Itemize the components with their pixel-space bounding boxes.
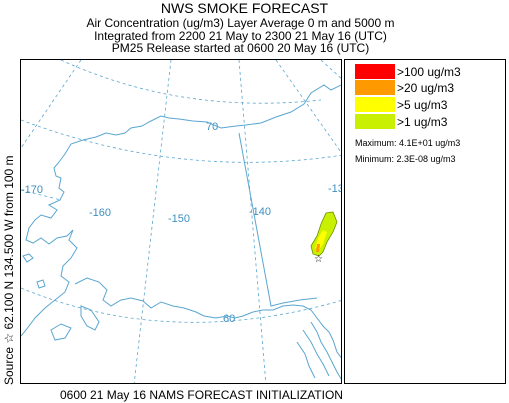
source-star-icon: ☆ [314, 254, 323, 265]
minimum-value: Minimum: 2.3E-08 ug/m3 [355, 154, 456, 164]
legend-label-100: >100 ug/m3 [397, 65, 461, 79]
source-location-label: Source ☆ 62.100 N 134.500 W from 100 m [2, 155, 16, 385]
alaska-canada-border [238, 132, 318, 307]
source-label-wrapper: Source ☆ 62.100 N 134.500 W from 100 m [0, 0, 20, 403]
graticule [21, 60, 341, 383]
legend-label-5: >5 ug/m3 [397, 98, 448, 112]
legend-panel: >100 ug/m3 >20 ug/m3 >5 ug/m3 >1 ug/m3 M… [344, 59, 506, 384]
integration-period: Integrated from 2200 21 May to 2300 21 M… [94, 29, 387, 43]
alaska-coastline [21, 84, 341, 337]
maximum-value: Maximum: 4.1E+01 ug/m3 [355, 138, 461, 148]
lon-label-160: -160 [89, 207, 111, 219]
grid-labels: -170 -160 -150 -140 -130 70 60 [21, 121, 342, 325]
legend-swatch-1 [355, 114, 395, 129]
lon-label-140: -140 [249, 206, 271, 218]
legend-swatch-100 [355, 64, 395, 79]
kodiak-peninsula [50, 305, 100, 341]
forecast-initialization: 0600 21 May 16 NAMS FORECAST INITIALIZAT… [60, 388, 343, 402]
alaska-map: -170 -160 -150 -140 -130 70 60 ☆ [21, 60, 342, 383]
lon-label-150: -150 [168, 213, 190, 225]
legend-swatch-20 [355, 80, 395, 95]
southeast-panhandle [296, 321, 341, 380]
legend-swatch-5 [355, 97, 395, 112]
legend-label-20: >20 ug/m3 [397, 81, 455, 95]
legend-label-1: >1 ug/m3 [397, 115, 448, 129]
south-coast [74, 277, 341, 359]
map-panel: -170 -160 -150 -140 -130 70 60 ☆ [20, 59, 342, 384]
release-start: PM25 Release started at 0600 20 May 16 (… [111, 41, 370, 55]
islands [22, 253, 46, 289]
concentration-subtitle: Air Concentration (ug/m3) Layer Average … [86, 16, 395, 30]
lat-label-60: 60 [223, 313, 235, 325]
forecast-title: NWS SMOKE FORECAST [160, 0, 329, 16]
lon-label-170: -170 [21, 184, 43, 196]
smoke-plume [310, 211, 338, 257]
lon-label-130: -130 [328, 183, 342, 195]
lat-label-70: 70 [206, 121, 218, 133]
